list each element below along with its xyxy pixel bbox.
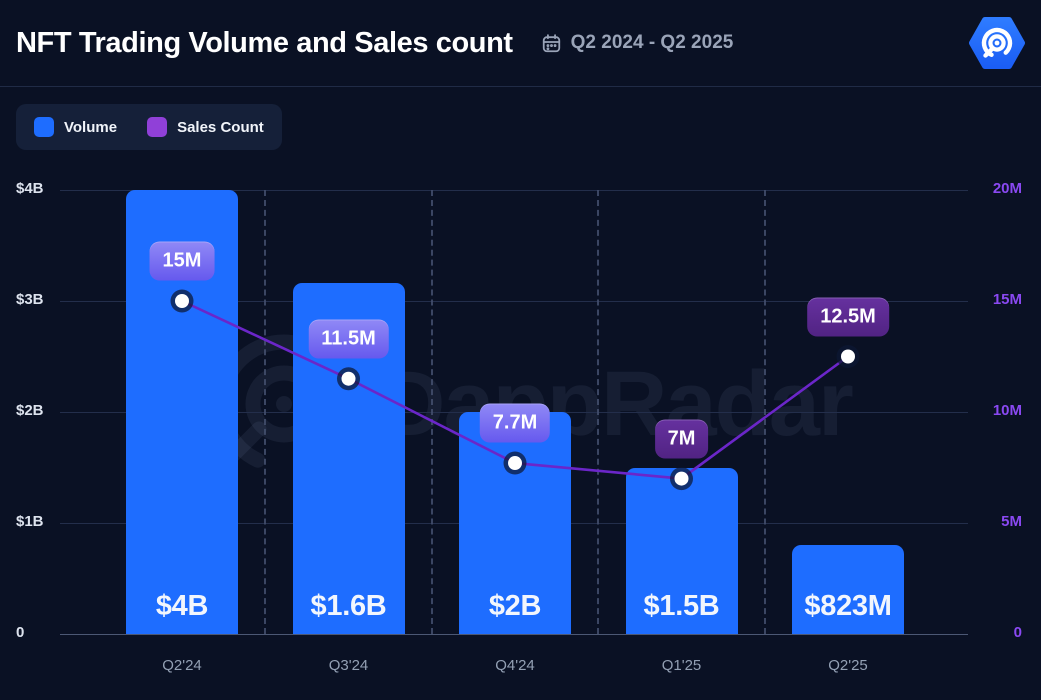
bar-value-label: $823M <box>804 589 892 622</box>
date-range: Q2 2024 - Q2 2025 <box>541 32 734 54</box>
horizontal-gridline <box>60 633 968 635</box>
sales-count-swatch <box>147 117 168 137</box>
legend: Volume Sales Count <box>16 104 282 150</box>
bar-q125[interactable]: $1.5B <box>625 467 738 634</box>
x-axis-label: Q2'24 <box>162 657 202 674</box>
legend-label-sales-count: Sales Count <box>177 118 264 136</box>
left-axis-tick: $1B <box>16 513 44 530</box>
date-range-label: Q2 2024 - Q2 2025 <box>570 32 734 53</box>
bar-value-label: $4B <box>155 590 209 622</box>
x-axis-label: Q3'24 <box>328 657 369 674</box>
horizontal-gridline <box>60 189 968 191</box>
left-axis-tick: $4B <box>16 180 44 197</box>
right-axis-tick: 5M <box>1001 513 1022 530</box>
calendar-icon <box>541 33 562 54</box>
line-point[interactable] <box>841 349 855 364</box>
vertical-dashed-gridline <box>430 190 433 634</box>
header: NFT Trading Volume and Sales count Q2 20… <box>0 0 1041 87</box>
legend-item-sales-count[interactable]: Sales Count <box>147 117 264 137</box>
left-axis-tick: $3B <box>16 291 44 308</box>
bar-value-label: $1.5B <box>643 590 720 622</box>
x-axis-label: Q2'25 <box>828 657 868 674</box>
left-axis-tick: 0 <box>16 624 25 641</box>
x-axis-label: Q4'24 <box>495 657 535 674</box>
x-axis-label: Q1'25 <box>661 657 702 674</box>
dappradar-logo[interactable] <box>969 16 1025 70</box>
legend-label-volume: Volume <box>64 118 118 136</box>
page-title: NFT Trading Volume and Sales count <box>16 26 513 59</box>
bar-value-label: $2B <box>488 590 542 622</box>
bar-value-label: $1.6B <box>310 589 387 622</box>
sales-count-badge: 11.5M <box>308 319 389 359</box>
volume-swatch <box>34 117 54 137</box>
bar-q424[interactable]: $2B <box>459 412 571 634</box>
left-axis-tick: $2B <box>16 402 44 419</box>
right-axis-tick: 15M <box>992 291 1022 308</box>
vertical-dashed-gridline <box>597 190 600 634</box>
sales-count-badge: 7M <box>654 419 709 459</box>
vertical-dashed-gridline <box>763 190 766 634</box>
sales-count-badge: 15M <box>149 241 215 281</box>
sales-count-badge: 12.5M <box>807 297 889 336</box>
legend-item-volume[interactable]: Volume <box>34 117 117 137</box>
right-axis-tick: 10M <box>992 402 1022 419</box>
right-axis-tick: 0 <box>1013 624 1022 641</box>
vertical-dashed-gridline <box>264 190 267 634</box>
right-axis-tick: 20M <box>992 180 1022 197</box>
line-point-halo <box>836 345 860 368</box>
bar-q225[interactable]: $823M <box>792 545 904 634</box>
sales-count-badge: 7.7M <box>479 403 551 443</box>
